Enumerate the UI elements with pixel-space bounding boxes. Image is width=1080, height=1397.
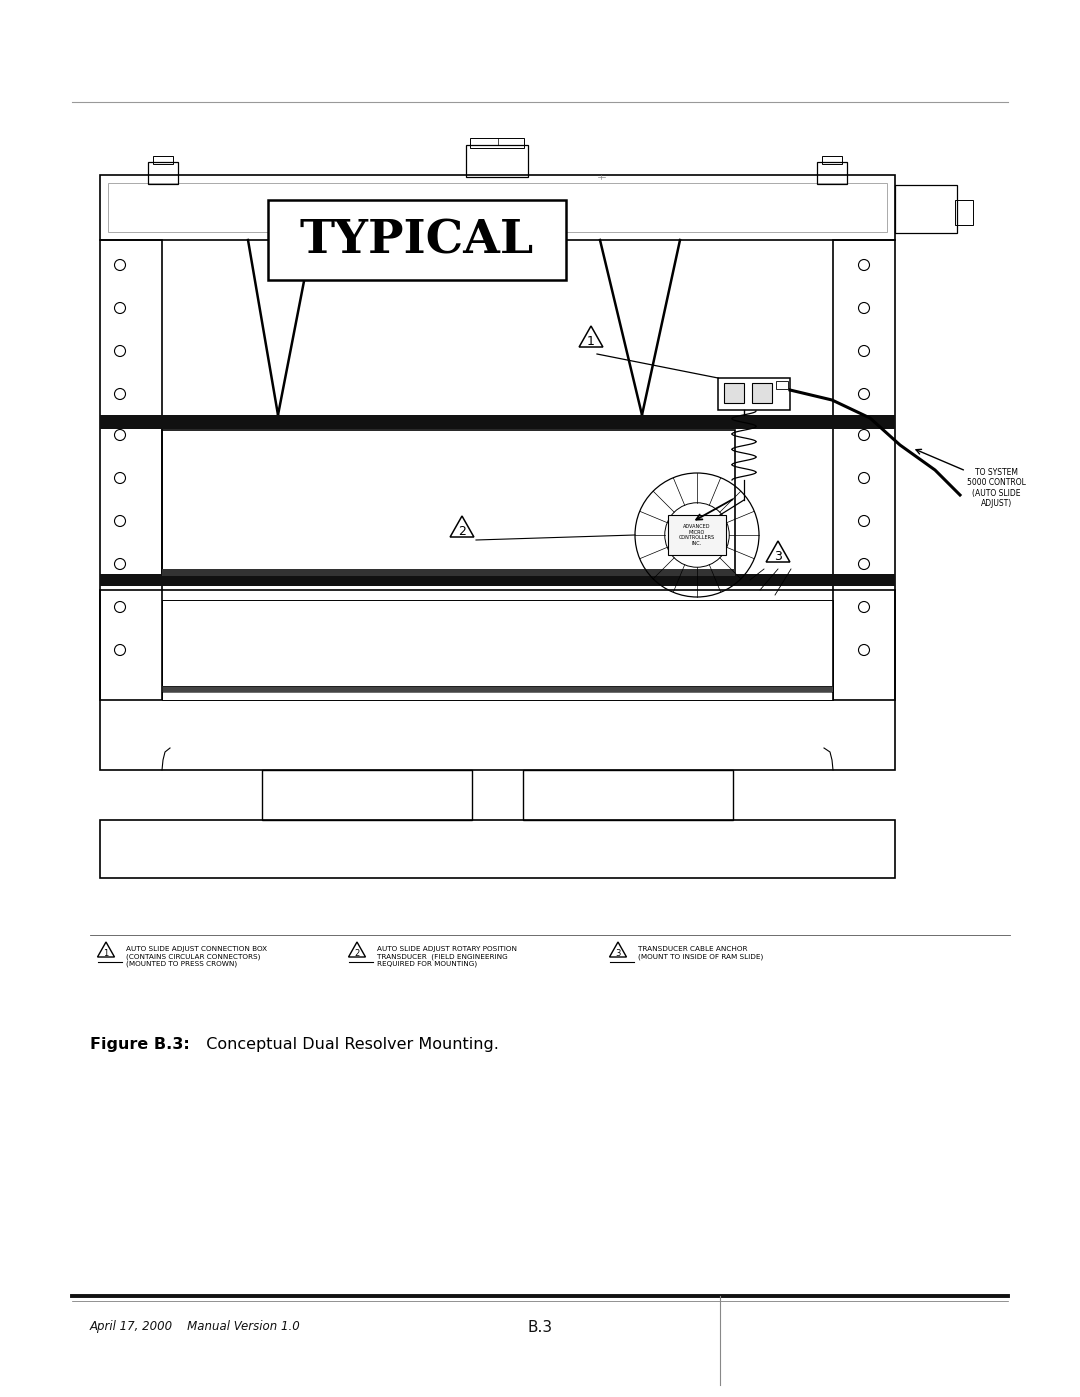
Text: Conceptual Dual Resolver Mounting.: Conceptual Dual Resolver Mounting. [195, 1037, 499, 1052]
Bar [100, 240, 162, 700]
Text: ADVANCED
MICRO
CONTROLLERS
INC.: ADVANCED MICRO CONTROLLERS INC. [679, 524, 715, 546]
Bar [100, 175, 895, 240]
Bar [262, 770, 472, 820]
Bar [777, 381, 788, 388]
Text: TYPICAL: TYPICAL [300, 217, 535, 263]
Text: AUTO SLIDE ADJUST CONNECTION BOX
(CONTAINS CIRCULAR CONNECTORS)
(MOUNTED TO PRES: AUTO SLIDE ADJUST CONNECTION BOX (CONTAI… [126, 946, 267, 967]
Bar [268, 200, 566, 279]
Bar [162, 686, 833, 692]
Bar [162, 430, 735, 573]
Bar [153, 156, 173, 163]
Bar [108, 183, 887, 232]
Text: B.3: B.3 [527, 1320, 553, 1336]
Bar [148, 162, 178, 184]
Bar [822, 156, 842, 163]
Bar [669, 515, 726, 555]
Bar [100, 574, 895, 585]
Bar [162, 599, 833, 700]
Bar [162, 686, 833, 692]
Bar [718, 379, 789, 409]
Text: 2: 2 [458, 525, 465, 538]
Bar [470, 138, 524, 148]
Bar [724, 383, 744, 402]
Text: April 17, 2000    Manual Version 1.0: April 17, 2000 Manual Version 1.0 [90, 1320, 300, 1333]
Text: AUTO SLIDE ADJUST ROTARY POSITION
TRANSDUCER  (FIELD ENGINEERING
REQUIRED FOR MO: AUTO SLIDE ADJUST ROTARY POSITION TRANSD… [377, 946, 517, 967]
Text: 3: 3 [616, 949, 621, 957]
Bar [465, 145, 528, 177]
Text: 2: 2 [354, 949, 360, 957]
Text: 1: 1 [104, 949, 109, 957]
Text: 1: 1 [588, 335, 595, 348]
Bar [895, 184, 957, 233]
Bar [752, 383, 772, 402]
Bar [162, 569, 735, 576]
Text: TO SYSTEM
5000 CONTROL
(AUTO SLIDE
ADJUST): TO SYSTEM 5000 CONTROL (AUTO SLIDE ADJUS… [967, 468, 1026, 509]
Bar [833, 240, 895, 700]
Text: Figure B.3:: Figure B.3: [90, 1037, 190, 1052]
Bar [816, 162, 847, 184]
Bar [100, 820, 895, 877]
Bar [100, 415, 895, 429]
Bar [100, 590, 895, 770]
Bar [523, 770, 733, 820]
Text: TRANSDUCER CABLE ANCHOR
(MOUNT TO INSIDE OF RAM SLIDE): TRANSDUCER CABLE ANCHOR (MOUNT TO INSIDE… [638, 946, 764, 960]
Bar [955, 200, 973, 225]
Text: 3: 3 [774, 550, 782, 563]
